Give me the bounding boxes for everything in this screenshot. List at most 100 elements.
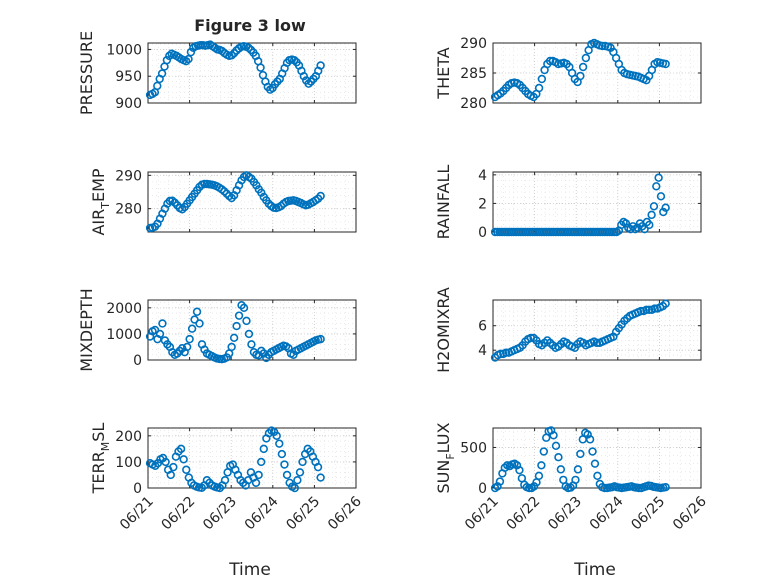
data-point [537,74,547,84]
panel-terr-msl: 06/21 06/22 06/23 06/24 06/25 06/260100200TER… [89,423,365,534]
y-tick-label: 280 [115,202,142,218]
data-point [186,47,196,57]
series-markers [145,40,325,100]
data-point [153,81,162,91]
data-point [158,319,167,328]
data-point [539,447,549,456]
panel-sun-flux: 06/21 06/22 06/23 06/24 06/25 06/260500SUNFLU… [434,422,710,533]
data-point [644,305,654,314]
data-point [254,470,263,480]
data-point [290,483,299,493]
data-point [661,482,670,492]
panel-pressure: 900 950 1000 PRESSURE [77,31,357,115]
data-point [272,431,281,441]
y-axis-label-tail: EMP [89,168,108,202]
x-tick-label: 06/23 [545,494,585,534]
y-tick-label: 0 [478,225,487,241]
data-point [192,307,202,316]
data-point [298,457,307,467]
data-point [654,173,663,182]
data-point [500,463,510,472]
data-point [251,478,261,487]
data-point [182,342,192,352]
data-point [556,465,566,474]
x-tick-label: 06/25 [283,494,323,534]
y-axis-label: AIRTEMP [89,168,112,235]
data-point [227,342,236,352]
axes-box [492,427,702,489]
x-tick-label: 06/26 [325,493,365,533]
data-point [166,470,175,480]
y-axis-label: MIXDEPTH [77,288,96,371]
data-point [184,54,193,64]
data-point [242,316,251,326]
data-point [590,459,600,468]
y-tick-label: 100 [115,455,142,471]
x-axis-label-left: Time [228,560,271,580]
x-tick-label: 06/21 [462,494,502,534]
data-point [588,447,597,456]
y-axis-label: SUNFLUX [434,422,457,493]
axes-box [492,299,702,361]
data-point [185,334,194,344]
data-point [647,210,656,220]
figure-title: Figure 3 low [194,16,306,35]
y-axis-label-sub: F [444,453,457,459]
data-point [650,304,659,313]
y-axis-label: RAINFALL [434,165,453,240]
data-point [576,71,585,81]
y-axis-label-main: RAINFALL [434,165,453,240]
y-tick-label: 0 [478,481,487,497]
data-point [652,182,661,191]
data-point [661,203,670,212]
panel-h2omixra: 4 6 H2OMIXRA [434,287,702,373]
x-tick-label: 06/22 [504,494,544,534]
data-point [155,329,165,339]
data-point [220,475,230,485]
data-point [661,299,670,308]
data-point [537,461,546,470]
y-axis-label-main: SUN [434,460,453,494]
data-point [244,329,254,339]
y-tick-label: 1000 [106,327,142,343]
series-markers [145,426,325,493]
data-point [232,321,241,331]
series-markers [145,171,325,233]
y-tick-label: 900 [115,96,142,112]
y-tick-label: 290 [115,168,142,184]
grid [147,43,357,104]
data-point [150,325,160,335]
data-point [316,334,325,344]
data-point [534,471,544,481]
y-axis-label-main: THETA [434,47,453,99]
y-axis-label-main: AIR [89,209,108,236]
data-point [299,72,309,81]
data-point [280,460,289,469]
data-point [316,473,325,482]
data-point [257,188,266,197]
y-tick-label: 2000 [106,301,142,317]
y-axis-label: PRESSURE [77,31,96,115]
data-point [234,311,244,320]
data-point [247,340,256,349]
grid [492,172,702,233]
data-point [593,471,602,481]
data-point [640,224,649,234]
data-point [259,444,268,454]
data-point [645,220,654,230]
x-axis-label-right: Time [573,560,616,580]
series-markers [490,173,670,237]
data-point [515,465,524,475]
y-tick-label: 0 [133,353,142,369]
data-point [545,56,555,66]
x-tick-label: 06/24 [587,493,627,533]
data-point [573,465,583,474]
y-tick-label: 4 [478,168,487,184]
series-markers [490,38,670,102]
x-tick-label: 06/25 [628,494,668,534]
series-markers [490,426,670,493]
y-axis-label-main: H2OMIXRA [434,287,453,373]
y-axis-label: THETA [434,47,453,99]
series-markers [145,301,325,364]
data-point [495,477,505,486]
